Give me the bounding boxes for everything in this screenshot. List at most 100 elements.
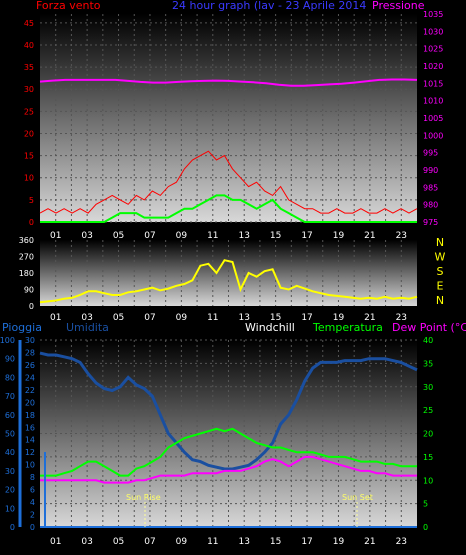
wind-axis-tick: 35 xyxy=(24,63,34,72)
x-tick-label: 09 xyxy=(176,313,188,323)
windchill-legend: Windchill xyxy=(245,321,295,334)
humidity-axis-tick: 80 xyxy=(5,373,15,382)
wind-direction-line xyxy=(39,259,418,304)
rain-axis-tick: 12 xyxy=(25,448,35,457)
wind-axis-tick: 25 xyxy=(24,107,34,116)
x-tick-label: 21 xyxy=(364,231,375,241)
pressure-axis-tick: 1010 xyxy=(423,97,443,106)
x-tick-label: 09 xyxy=(176,537,188,547)
compass-letter: E xyxy=(437,280,444,293)
wind-axis-tick: 45 xyxy=(24,19,34,28)
humidity-axis-tick: 60 xyxy=(5,411,15,420)
rain-axis-tick: 8 xyxy=(30,473,35,482)
x-tick-label: 01 xyxy=(50,537,61,547)
compass-letter: W xyxy=(435,251,446,264)
dewpoint-line xyxy=(40,455,417,484)
rain-axis-tick: 6 xyxy=(30,486,35,495)
wind-panel-bg xyxy=(40,14,417,222)
rain-axis-tick: 14 xyxy=(25,436,35,445)
humidity-axis-tick: 90 xyxy=(5,355,15,364)
x-tick-label: 13 xyxy=(238,537,249,547)
compass-letter: S xyxy=(437,265,444,278)
x-tick-label: 15 xyxy=(270,537,281,547)
temperature-axis-tick: 35 xyxy=(423,359,433,368)
x-tick-label: 07 xyxy=(144,537,155,547)
humidity-axis-tick: 70 xyxy=(5,392,15,401)
humidity-line xyxy=(39,351,418,471)
x-tick-label: 05 xyxy=(113,231,124,241)
wind-axis-left: 0 5 10 15 20 25 30 35 40 45 xyxy=(24,19,34,227)
x-tick-label: 15 xyxy=(270,231,281,241)
x-tick-label: 17 xyxy=(301,313,312,323)
x-tick-label: 17 xyxy=(301,537,312,547)
pressure-axis-title: Pressione xyxy=(372,0,425,12)
temperature-panel-x-axis: 01 03 05 07 09 11 13 15 17 19 21 23 xyxy=(50,537,407,547)
rain-axis-tick: 28 xyxy=(25,348,35,357)
x-tick-label: 05 xyxy=(113,313,124,323)
sunset-label: Sun Set xyxy=(342,493,373,502)
x-tick-label: 05 xyxy=(113,537,124,547)
x-tick-label: 03 xyxy=(81,313,92,323)
x-tick-label: 11 xyxy=(207,537,218,547)
rain-axis-tick: 0 xyxy=(30,523,35,532)
pressure-axis-tick: 1015 xyxy=(423,79,443,88)
pressure-axis-tick: 1020 xyxy=(423,62,443,71)
compass-letter: N xyxy=(436,294,444,307)
temperature-line xyxy=(40,427,417,477)
humidity-axis: 0 10 20 30 40 50 60 70 80 90 100 xyxy=(0,336,15,532)
x-tick-label: 23 xyxy=(396,537,407,547)
x-tick-label: 03 xyxy=(81,231,92,241)
wind-axis-tick: 20 xyxy=(24,129,34,138)
wind-direction-grid xyxy=(55,240,402,306)
wind-direction-axis: 0 90 180 270 360 xyxy=(19,236,34,311)
humidity-axis-tick: 100 xyxy=(0,336,15,345)
temperature-axis-tick: 0 xyxy=(423,523,428,532)
humidity-axis-tick: 50 xyxy=(5,430,15,439)
x-tick-label: 21 xyxy=(364,313,375,323)
humidity-axis-tick: 40 xyxy=(5,448,15,457)
compass-letter: N xyxy=(436,236,444,249)
humidity-axis-tick: 20 xyxy=(5,486,15,495)
graph-title: 24 hour graph (lav - 23 Aprile 2014 xyxy=(172,0,366,12)
pressure-axis-right: 975 980 985 990 995 1000 1005 1010 1015 1020 1025 1… xyxy=(423,10,443,227)
pressure-axis-tick: 1000 xyxy=(423,131,443,140)
rain-axis-tick: 18 xyxy=(25,411,35,420)
x-tick-label: 19 xyxy=(333,537,345,547)
rain-axis-tick: 20 xyxy=(25,398,35,407)
sunrise-label: Sun Rise xyxy=(126,493,161,502)
rain-legend: Pioggia xyxy=(2,321,42,334)
wind-axis-tick: 10 xyxy=(24,174,34,183)
wind-axis-tick: 5 xyxy=(29,196,34,205)
temperature-axis-tick: 20 xyxy=(423,430,433,439)
rain-axis-tick: 4 xyxy=(30,498,35,507)
wind-axis-title: Forza vento xyxy=(36,0,101,12)
humidity-axis-tick: 0 xyxy=(10,523,15,532)
x-tick-label: 11 xyxy=(207,231,218,241)
x-tick-label: 09 xyxy=(176,231,188,241)
humidity-legend: Umidita xyxy=(66,321,109,334)
pressure-axis-tick: 1030 xyxy=(423,27,443,36)
pressure-axis-tick: 980 xyxy=(423,201,438,210)
temperature-axis-tick: 25 xyxy=(423,406,433,415)
direction-axis-tick: 360 xyxy=(19,236,34,245)
x-tick-label: 23 xyxy=(396,231,407,241)
direction-axis-tick: 0 xyxy=(29,302,34,311)
x-tick-label: 19 xyxy=(333,231,345,241)
direction-axis-tick: 180 xyxy=(19,269,34,278)
wind-average-line xyxy=(40,194,417,223)
x-tick-label: 13 xyxy=(238,313,249,323)
direction-axis-tick: 90 xyxy=(24,286,34,295)
pressure-axis-tick: 995 xyxy=(423,149,438,158)
x-tick-label: 03 xyxy=(81,537,92,547)
x-tick-label: 15 xyxy=(270,313,281,323)
pressure-axis-tick: 1025 xyxy=(423,45,443,54)
temperature-legend: Temperatura xyxy=(312,321,383,334)
x-tick-label: 01 xyxy=(50,231,61,241)
x-tick-label: 11 xyxy=(207,313,218,323)
temperature-axis-right: 0 5 10 15 20 25 30 35 40 xyxy=(423,336,433,532)
x-tick-label: 21 xyxy=(364,537,375,547)
wind-axis-tick: 0 xyxy=(29,218,34,227)
wind-panel-x-axis: 01 03 05 07 09 11 13 15 17 19 21 23 xyxy=(50,231,407,241)
